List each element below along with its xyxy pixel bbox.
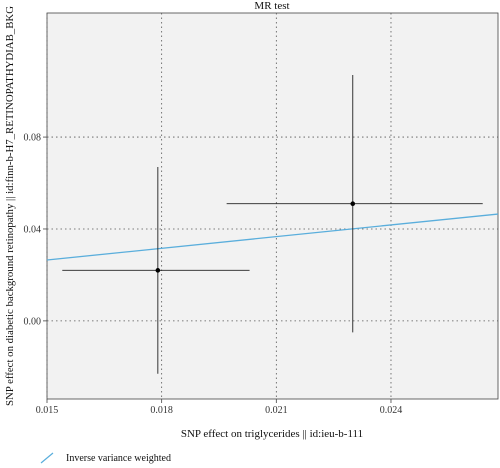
data-points: [155, 201, 356, 273]
fit-line-ivw: [46, 213, 499, 261]
x-axis-ticks: 0.015 0.018 0.021 0.024: [36, 399, 402, 416]
x-tick-label: 0.024: [380, 405, 403, 416]
y-tick-label: 0.04: [24, 224, 42, 235]
legend-label-ivw: Inverse variance weighted: [66, 453, 171, 464]
x-tick-label: 0.018: [150, 405, 173, 416]
x-axis-title: SNP effect on triglycerides || id:ieu-b-…: [181, 428, 363, 440]
legend-key-ivw-line: [40, 452, 54, 464]
grid-lines: [46, 13, 498, 399]
data-point: [350, 201, 356, 207]
x-tick-label: 0.015: [36, 405, 59, 416]
y-axis-title: SNP effect on diabetic background retino…: [4, 6, 16, 406]
y-tick-label: 0.00: [24, 316, 42, 327]
y-tick-label: 0.08: [24, 133, 42, 144]
legend: Inverse variance weighted: [40, 452, 171, 464]
plot-panel: [46, 12, 499, 400]
data-point: [155, 268, 161, 273]
y-axis-ticks: 0.00 0.04 0.08: [24, 133, 47, 327]
fit-lines: [46, 213, 499, 261]
x-tick-label: 0.021: [265, 405, 288, 416]
chart-title: MR test: [254, 0, 289, 12]
